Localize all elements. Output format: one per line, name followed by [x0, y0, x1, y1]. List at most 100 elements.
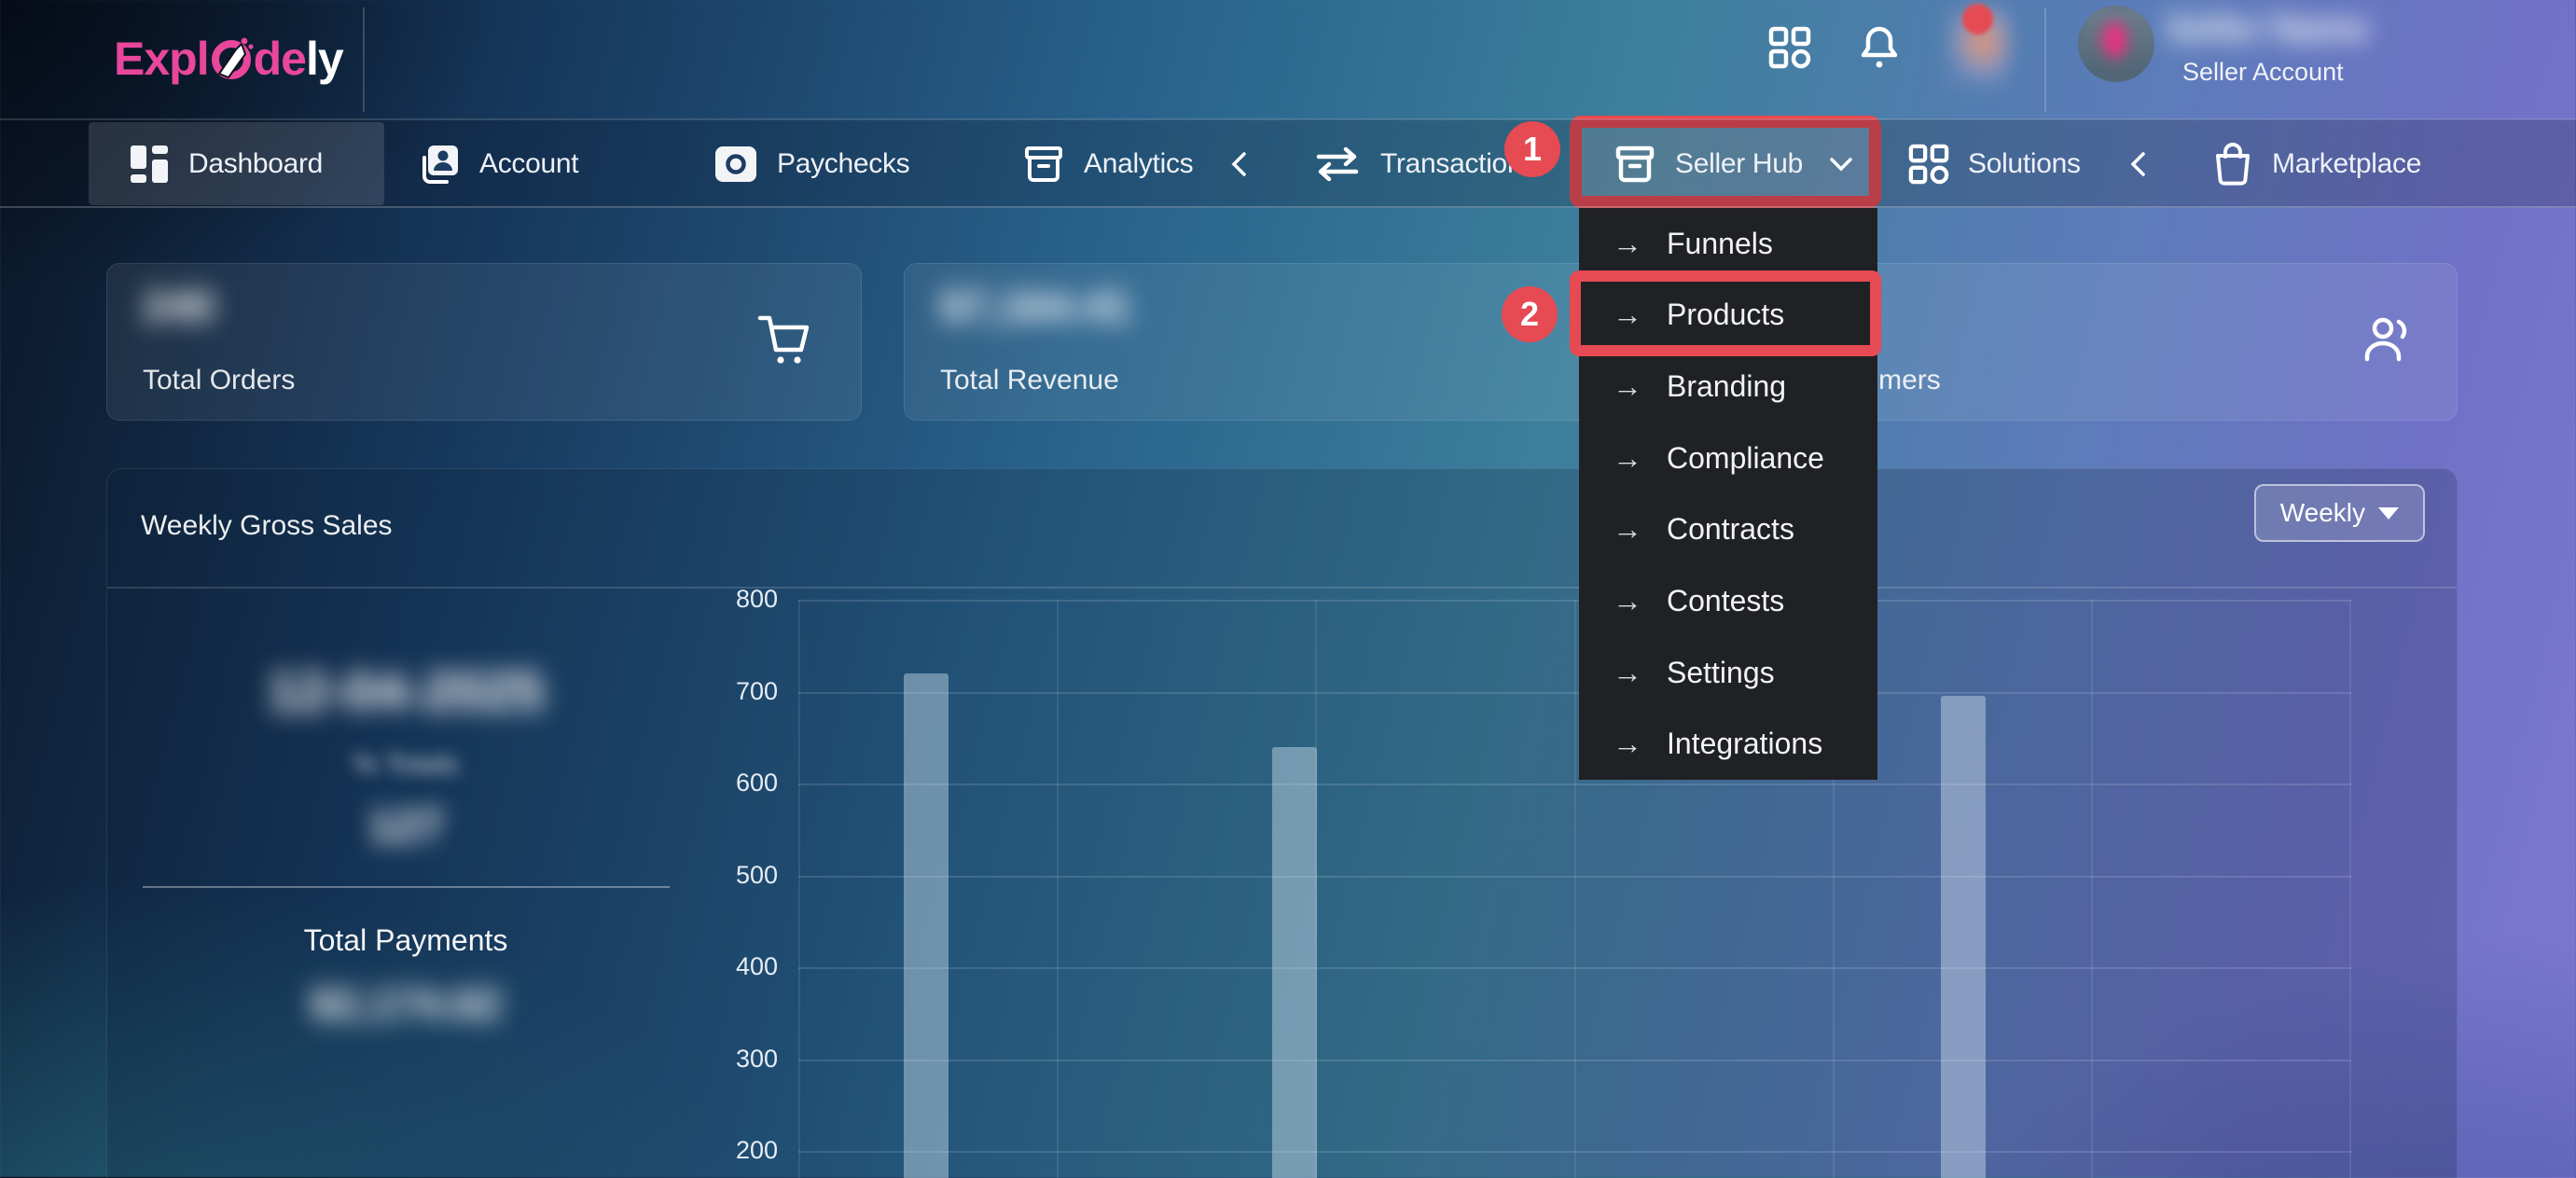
- solutions-grid-icon: [1908, 144, 1949, 185]
- cash-icon: [713, 145, 758, 184]
- v-gridline: [2349, 600, 2351, 1178]
- navbar-bottom-border: [0, 206, 2576, 208]
- y-axis-tick-500: 500: [735, 860, 778, 889]
- blurred-count: 127: [367, 802, 444, 852]
- chart-bar-2: [1271, 746, 1317, 1178]
- bell-icon[interactable]: [1860, 24, 1899, 71]
- nav-item-analytics[interactable]: Analytics: [1022, 119, 1194, 208]
- blurred-subtitle: % Totals: [353, 749, 459, 780]
- nav-label: Account: [479, 147, 579, 179]
- caret-down-icon: [2378, 506, 2399, 520]
- nav-item-dashboard[interactable]: Dashboard: [129, 119, 323, 208]
- orders-label: Total Orders: [143, 365, 296, 395]
- panel-header: Weekly Gross Sales Weekly: [107, 469, 2457, 589]
- annotation-step-2-badge: 2: [1502, 286, 1558, 342]
- chevron-down-icon: [1829, 156, 1853, 173]
- arrow-right-icon: →: [1613, 655, 1642, 689]
- cart-icon: [756, 312, 816, 368]
- dropdown-item-label: Products: [1667, 298, 1785, 332]
- nav-chevron-left-icon[interactable]: [1229, 150, 1250, 178]
- h-gridline-700: [798, 691, 2351, 694]
- v-gridline: [1057, 600, 1059, 1178]
- archive-box-icon: [1613, 144, 1656, 185]
- rocket-o-icon: [209, 35, 254, 83]
- range-selector-button[interactable]: Weekly: [2253, 484, 2425, 542]
- nav-item-solutions[interactable]: Solutions: [1908, 119, 2081, 208]
- topbar-divider: [363, 7, 365, 112]
- dropdown-item-label: Compliance: [1667, 440, 1824, 475]
- nav-chevron-left-icon-2[interactable]: [2128, 150, 2149, 178]
- nav-label: Seller Hub: [1675, 147, 1804, 179]
- arrow-right-icon: →: [1613, 369, 1642, 404]
- dropdown-item-contracts[interactable]: → Contracts: [1579, 494, 1877, 566]
- seller-hub-dropdown: → Funnels → Products → Branding → Compliance → Co…: [1579, 208, 1877, 780]
- nav-item-transactions[interactable]: Transactions: [1313, 119, 1536, 208]
- dropdown-item-label: Settings: [1667, 655, 1775, 689]
- dropdown-item-funnels[interactable]: → Funnels: [1579, 208, 1877, 280]
- swap-arrows-icon: [1313, 146, 1362, 182]
- dropdown-item-contests[interactable]: → Contests: [1579, 565, 1877, 637]
- archive-box-icon: [1022, 144, 1065, 185]
- dropdown-item-branding[interactable]: → Branding: [1579, 351, 1877, 423]
- dropdown-item-label: Funnels: [1667, 226, 1773, 260]
- v-gridline: [1315, 600, 1318, 1178]
- blurred-date: 12-04-2025: [267, 661, 545, 722]
- dropdown-item-integrations[interactable]: → Integrations: [1579, 708, 1877, 780]
- range-selector-label: Weekly: [2279, 498, 2365, 527]
- nav-label: Marketplace: [2272, 147, 2422, 179]
- y-axis-tick-400: 400: [735, 952, 778, 980]
- arrow-right-icon: →: [1613, 440, 1642, 475]
- dropdown-item-label: Branding: [1667, 369, 1787, 404]
- blurred-orders-value: 240: [143, 282, 215, 330]
- arrow-right-icon: →: [1613, 512, 1642, 547]
- arrow-right-icon: →: [1613, 298, 1642, 332]
- dropdown-item-settings[interactable]: → Settings: [1579, 637, 1877, 709]
- y-axis-tick-600: 600: [735, 769, 778, 797]
- nav-item-seller-hub[interactable]: Seller Hub: [1613, 119, 1853, 208]
- nav-item-account[interactable]: Account: [418, 119, 579, 208]
- dropdown-item-label: Integrations: [1667, 727, 1823, 761]
- account-card-icon: [418, 143, 461, 186]
- nav-label: Paychecks: [777, 147, 910, 179]
- h-gridline-200: [798, 1151, 2351, 1153]
- brand-logo[interactable]: Expl de ly: [114, 26, 344, 91]
- y-axis-tick-300: 300: [735, 1044, 778, 1073]
- blurred-user-name: Seller Name: [2166, 9, 2369, 49]
- nav-item-marketplace[interactable]: Marketplace: [2212, 119, 2421, 208]
- v-gridline: [1832, 600, 1835, 1178]
- dropdown-item-compliance[interactable]: → Compliance: [1579, 423, 1877, 494]
- avatar[interactable]: [2078, 6, 2154, 82]
- h-gridline-600: [798, 783, 2351, 785]
- v-gridline: [1573, 600, 1576, 1178]
- v-gridline: [2090, 600, 2093, 1178]
- apps-grid-icon[interactable]: [1768, 26, 1811, 69]
- top-bar: Expl de ly Seller Name Seller Account: [0, 0, 2576, 120]
- h-gridline-500: [798, 875, 2351, 878]
- dropdown-item-products[interactable]: → Products: [1579, 280, 1877, 352]
- nav-item-paychecks[interactable]: Paychecks: [713, 119, 910, 208]
- h-gridline-400: [798, 967, 2351, 969]
- nav-label: Dashboard: [188, 147, 324, 179]
- dropdown-item-label: Contracts: [1667, 512, 1794, 547]
- nav-label: Analytics: [1084, 147, 1194, 179]
- logo-text-part3: ly: [305, 33, 344, 85]
- person-icon: [2358, 312, 2412, 365]
- chart-bar-3: [1941, 696, 1987, 1178]
- stats-divider: [142, 886, 670, 888]
- dashboard-icon: [129, 144, 170, 185]
- panel-title: Weekly Gross Sales: [141, 510, 393, 541]
- arrow-right-icon: →: [1613, 727, 1642, 761]
- bar-chart-plot: 800 700 600 500 400 300 200: [736, 585, 2351, 1178]
- main-nav: Dashboard Account Paychecks Analytics: [0, 119, 2576, 208]
- logo-text-part1: Expl: [114, 33, 210, 85]
- revenue-label: Total Revenue: [940, 365, 1119, 395]
- total-payments-label: Total Payments: [303, 923, 508, 957]
- card-total-revenue: $7,164.41 Total Revenue: [904, 263, 1659, 421]
- y-axis-tick-200: 200: [735, 1136, 778, 1164]
- arrow-right-icon: →: [1613, 583, 1642, 617]
- card-total-orders: 240 Total Orders: [106, 263, 862, 421]
- y-axis-tick-700: 700: [735, 676, 778, 705]
- blurred-revenue-value: $7,164.41: [940, 282, 1131, 330]
- h-gridline-300: [798, 1059, 2351, 1061]
- weekly-gross-sales-panel: Weekly Gross Sales Weekly 12-04-2025 % T…: [106, 468, 2458, 1178]
